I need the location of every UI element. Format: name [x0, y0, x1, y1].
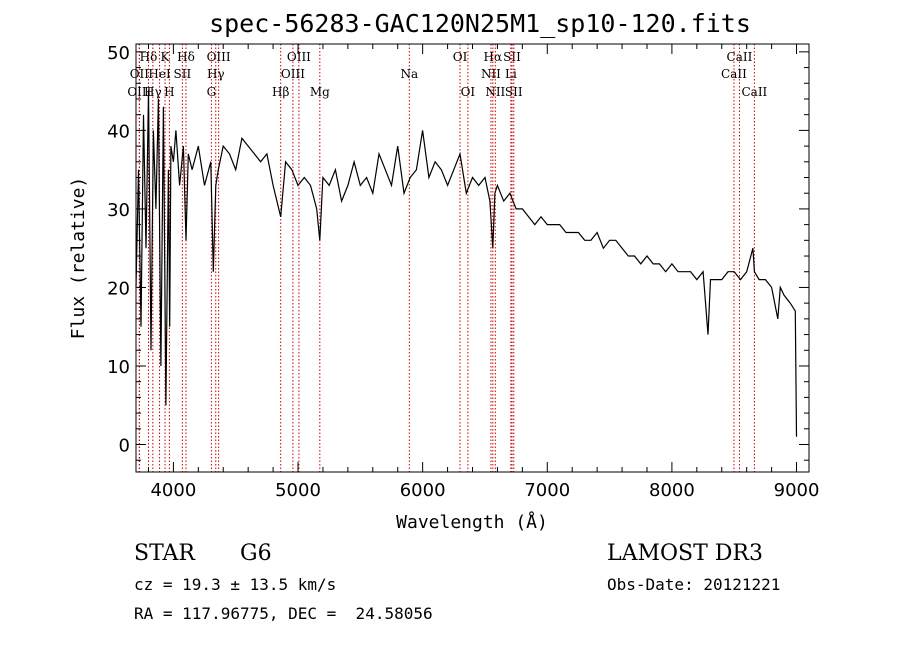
survey-name: LAMOST DR3: [607, 541, 763, 566]
x-tick-label-4000: 4000: [150, 480, 196, 501]
line-label-6: Hα: [484, 50, 503, 64]
x-tick-label-7000: 7000: [524, 480, 570, 501]
line-label-14: Na: [400, 67, 418, 81]
y-axis-label: Flux (relative): [68, 177, 89, 340]
x-tick-label-8000: 8000: [649, 480, 695, 501]
line-label-13: OIII: [281, 67, 305, 81]
chart-title: spec-56283-GAC120N25M1_sp10-120.fits: [209, 9, 751, 38]
line-label-25: NII: [485, 85, 505, 99]
line-label-12: Hγ: [207, 67, 225, 81]
line-label-17: CaII: [721, 67, 747, 81]
line-label-16: Li: [505, 67, 517, 81]
line-label-9: OII: [130, 67, 150, 81]
line-label-23: Mg: [310, 85, 330, 99]
line-label-8: CaII: [727, 50, 753, 64]
line-label-27: CaII: [741, 85, 767, 99]
spectrum-line: [135, 91, 798, 437]
x-tick-label-6000: 6000: [400, 480, 446, 501]
line-label-24: OI: [461, 85, 476, 99]
coords-text: RA = 117.96775, DEC = 24.58056: [134, 604, 433, 623]
object-class: STAR: [134, 541, 195, 566]
line-label-1: K: [161, 50, 171, 64]
obs-date-text: Obs-Date: 20121221: [607, 575, 781, 594]
y-tick-label-10: 10: [107, 357, 130, 378]
line-label-22: Hβ: [272, 85, 289, 99]
axis-ticks: 4000 5000 6000 7000 8000 9000 0 10 20 30 40 50: [107, 43, 819, 501]
line-label-3: OIII: [207, 50, 231, 64]
x-axis-label: Wavelength (Å): [396, 511, 548, 533]
y-tick-label-20: 20: [107, 278, 130, 299]
line-label-2: Hδ: [177, 50, 195, 64]
line-label-7: SII: [503, 50, 521, 64]
line-label-4: OIII: [287, 50, 311, 64]
x-tick-label-9000: 9000: [774, 480, 820, 501]
line-label-20: H: [164, 85, 174, 99]
line-label-18: OIII: [127, 85, 151, 99]
line-label-10: HeI: [148, 67, 171, 81]
line-label-5: OI: [453, 50, 468, 64]
line-label-11: SII: [174, 67, 192, 81]
y-tick-label-0: 0: [119, 436, 130, 457]
line-label-19: Hγ: [144, 85, 162, 99]
object-subclass: G6: [240, 541, 272, 566]
line-label-0: Hδ: [140, 50, 158, 64]
x-tick-label-5000: 5000: [275, 480, 321, 501]
redshift-text: cz = 19.3 ± 13.5 km/s: [134, 575, 337, 594]
y-tick-label-30: 30: [107, 200, 130, 221]
line-label-15: NII: [481, 67, 501, 81]
y-tick-label-40: 40: [107, 121, 130, 142]
y-tick-label-50: 50: [107, 43, 130, 64]
line-label-26: SII: [505, 85, 523, 99]
plot-frame: [135, 43, 810, 473]
line-label-21: G: [207, 85, 217, 99]
